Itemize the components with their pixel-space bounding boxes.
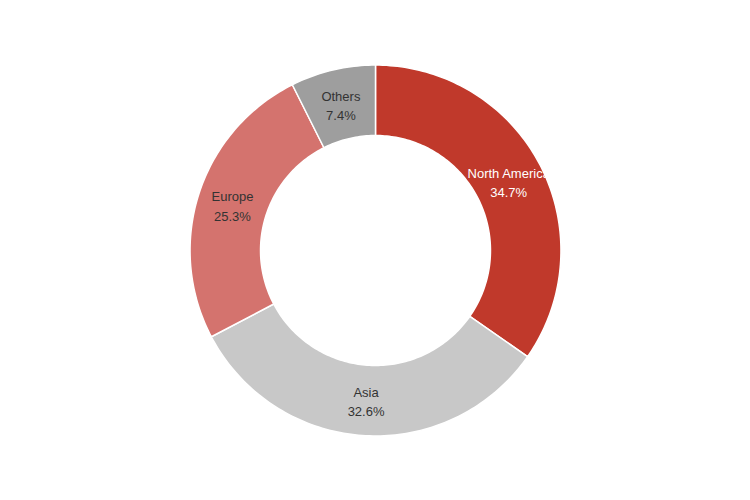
svg-text:Europe25.3%: Europe25.3%	[212, 189, 254, 224]
svg-text:Asia32.6%: Asia32.6%	[348, 385, 385, 420]
svg-text:North America34.7%: North America34.7%	[468, 166, 551, 201]
svg-text:Others7.4%: Others7.4%	[321, 89, 361, 124]
